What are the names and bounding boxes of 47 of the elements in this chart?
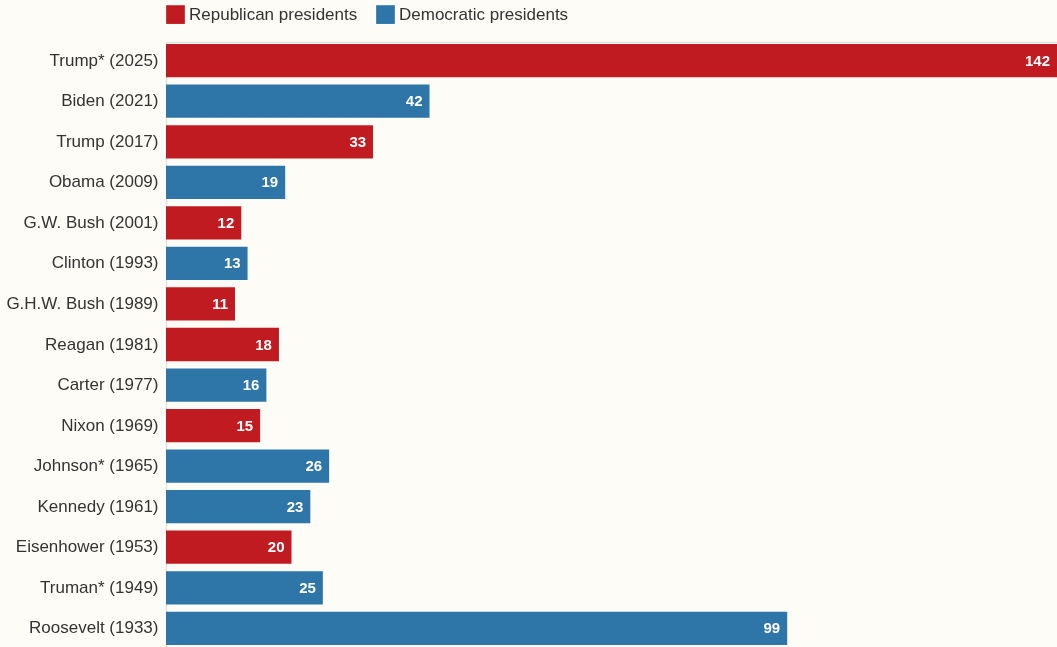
data-label: 13	[223, 254, 241, 272]
y-tick-label: Reagan (1981)	[45, 334, 159, 354]
y-tick-label: G.W. Bush (2001)	[23, 212, 159, 232]
data-label: 23	[286, 497, 304, 515]
y-tick-label: Kennedy (1961)	[37, 496, 159, 516]
data-label: 19	[261, 173, 279, 191]
y-tick-label: Carter (1977)	[57, 375, 159, 395]
bar	[166, 490, 311, 524]
bar	[166, 246, 248, 281]
data-label: 26	[305, 457, 323, 475]
data-label: 11	[212, 294, 229, 312]
bar	[166, 287, 236, 321]
data-label: 15	[236, 416, 254, 434]
data-label: 99	[763, 619, 781, 637]
y-tick-label: Johnson* (1965)	[33, 456, 159, 476]
bar	[166, 368, 267, 402]
bar	[166, 327, 279, 362]
y-tick-label: Roosevelt (1933)	[29, 618, 159, 638]
bar	[166, 206, 242, 240]
y-tick-label: Clinton (1993)	[51, 253, 159, 273]
bar	[166, 449, 330, 483]
y-tick-label: Truman* (1949)	[40, 577, 159, 597]
data-label: 20	[267, 538, 285, 556]
y-tick-label: Nixon (1969)	[61, 415, 159, 435]
bar	[166, 84, 430, 118]
bar	[166, 44, 1057, 78]
data-label: 42	[405, 92, 423, 110]
bar	[166, 125, 374, 159]
bar	[166, 165, 286, 199]
y-tick-label: Trump* (2025)	[49, 50, 159, 70]
legend-label: Republican presidents	[189, 4, 358, 24]
y-tick-label: Trump (2017)	[56, 131, 159, 151]
data-label: 142	[1024, 51, 1050, 69]
y-tick-label: Obama (2009)	[48, 172, 159, 192]
y-tick-label: G.H.W. Bush (1989)	[6, 293, 159, 313]
data-label: 33	[349, 132, 367, 150]
y-tick-label: Eisenhower (1953)	[15, 537, 159, 557]
legend-label: Democratic presidents	[399, 4, 569, 24]
data-label: 16	[242, 376, 260, 394]
bar	[166, 611, 788, 645]
bar	[166, 571, 323, 605]
data-label: 18	[255, 335, 272, 353]
data-label: 12	[217, 213, 235, 231]
bar	[166, 530, 292, 564]
y-tick-label: Biden (2021)	[61, 91, 159, 111]
data-label: 25	[299, 578, 316, 596]
bar	[166, 408, 261, 443]
